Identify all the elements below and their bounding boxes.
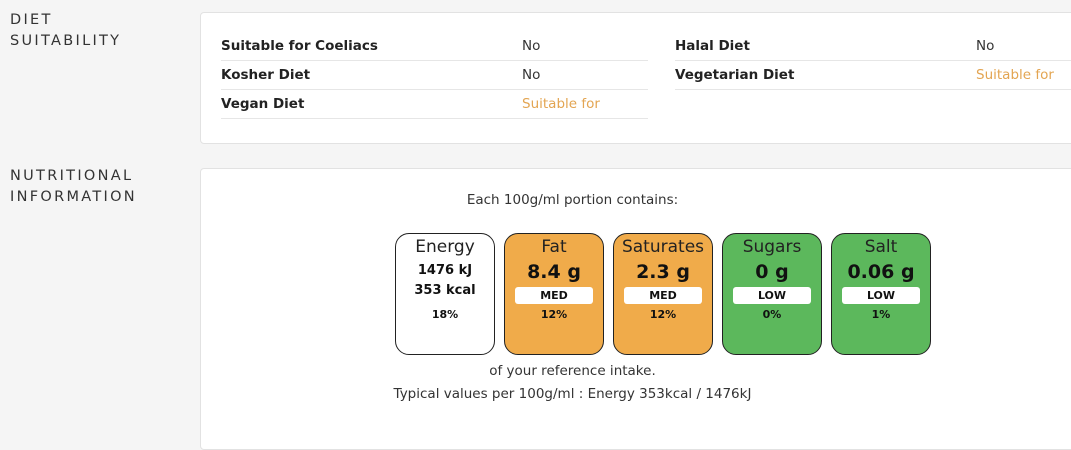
diet-value: No — [522, 38, 541, 54]
diet-row-vegetarian: Vegetarian Diet Suitable for — [675, 61, 1071, 90]
tile-level-badge: LOW — [842, 287, 920, 304]
diet-column-left: Suitable for Coeliacs No Kosher Diet No … — [221, 32, 648, 119]
diet-suitability-panel: Suitable for Coeliacs No Kosher Diet No … — [200, 12, 1071, 144]
tile-name: Sugars — [742, 237, 802, 257]
tile-name: Fat — [541, 237, 567, 257]
reference-intake-note: of your reference intake. — [489, 363, 656, 379]
diet-value: Suitable for — [522, 96, 600, 112]
tile-percent: 12% — [540, 308, 568, 321]
tile-kj-value: 1476 kJ — [417, 263, 473, 278]
tile-value: 0.06 g — [847, 261, 915, 283]
diet-row-coeliacs: Suitable for Coeliacs No — [221, 32, 648, 61]
diet-value: No — [522, 67, 541, 83]
diet-row-halal: Halal Diet No — [675, 32, 1071, 61]
diet-heading-line1: DIET — [10, 12, 53, 28]
tile-percent: 18% — [431, 308, 459, 321]
diet-suitability-heading: DIET SUITABILITY — [10, 10, 121, 52]
salt-tile: Salt 0.06 g LOW 1% — [831, 233, 931, 355]
diet-label: Halal Diet — [675, 38, 750, 54]
tile-level-badge: LOW — [733, 287, 811, 304]
diet-value: No — [976, 38, 995, 54]
tile-kcal-value: 353 kcal — [414, 283, 476, 298]
tile-level-badge: MED — [515, 287, 593, 304]
diet-row-vegan: Vegan Diet Suitable for — [221, 90, 648, 119]
saturates-tile: Saturates 2.3 g MED 12% — [613, 233, 713, 355]
nutritional-information-panel: Each 100g/ml portion contains: Energy 14… — [200, 168, 1071, 450]
tile-level-badge: MED — [624, 287, 702, 304]
tile-percent: 0% — [762, 308, 782, 321]
nutrition-heading-line2: INFORMATION — [10, 189, 137, 205]
energy-tile: Energy 1476 kJ 353 kcal 18% — [395, 233, 495, 355]
diet-column-right: Halal Diet No Vegetarian Diet Suitable f… — [675, 32, 1071, 119]
diet-grid: Suitable for Coeliacs No Kosher Diet No … — [221, 32, 1071, 119]
tile-name: Saturates — [621, 237, 705, 257]
diet-value: Suitable for — [976, 67, 1054, 83]
nutritional-information-heading: NUTRITIONAL INFORMATION — [10, 166, 137, 208]
diet-heading-line2: SUITABILITY — [10, 33, 122, 49]
tile-value: 2.3 g — [636, 261, 690, 283]
diet-label: Vegetarian Diet — [675, 67, 795, 83]
nutrition-tiles: Energy 1476 kJ 353 kcal 18% Fat 8.4 g ME… — [395, 233, 931, 355]
tile-percent: 12% — [649, 308, 677, 321]
diet-row-kosher: Kosher Diet No — [221, 61, 648, 90]
nutrition-heading-line1: NUTRITIONAL — [10, 168, 134, 184]
diet-label: Suitable for Coeliacs — [221, 38, 378, 54]
tile-value: 0 g — [755, 261, 789, 283]
diet-label: Vegan Diet — [221, 96, 305, 112]
diet-label: Kosher Diet — [221, 67, 311, 83]
sugars-tile: Sugars 0 g LOW 0% — [722, 233, 822, 355]
tile-value: 8.4 g — [527, 261, 581, 283]
tile-percent: 1% — [871, 308, 891, 321]
typical-values-text: Typical values per 100g/ml : Energy 353k… — [393, 386, 752, 402]
tile-name: Energy — [415, 237, 475, 257]
tile-name: Salt — [864, 237, 898, 257]
portion-intro-text: Each 100g/ml portion contains: — [466, 192, 679, 208]
fat-tile: Fat 8.4 g MED 12% — [504, 233, 604, 355]
